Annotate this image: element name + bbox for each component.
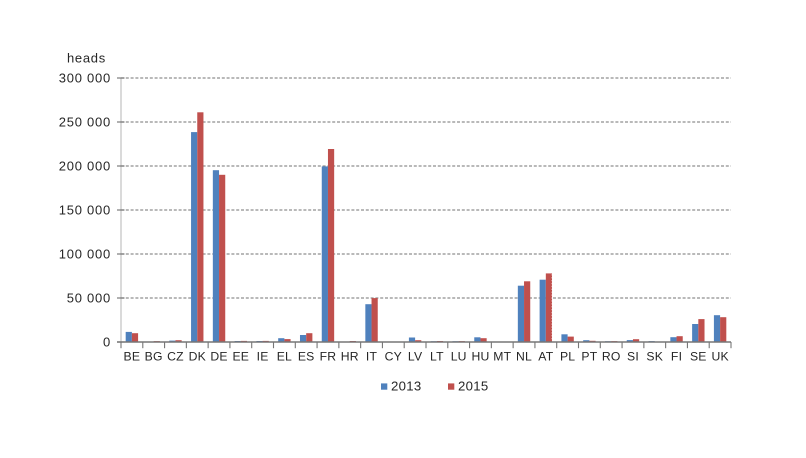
svg-text:LV: LV [408, 349, 423, 363]
svg-text:EE: EE [232, 349, 249, 363]
svg-text:0: 0 [103, 335, 111, 350]
svg-text:PL: PL [560, 349, 575, 363]
svg-text:BG: BG [145, 349, 163, 363]
svg-text:CZ: CZ [167, 349, 184, 363]
svg-text:LT: LT [430, 349, 444, 363]
svg-text:CY: CY [385, 349, 402, 363]
svg-text:EL: EL [277, 349, 292, 363]
svg-text:100 000: 100 000 [59, 247, 111, 262]
svg-text:BE: BE [124, 349, 141, 363]
svg-text:NL: NL [516, 349, 532, 363]
svg-text:2015: 2015 [458, 378, 489, 393]
svg-text:IT: IT [366, 349, 378, 363]
svg-text:IE: IE [257, 349, 269, 363]
svg-text:heads: heads [67, 51, 106, 66]
svg-text:HU: HU [471, 349, 489, 363]
svg-text:DK: DK [189, 349, 206, 363]
svg-text:DE: DE [210, 349, 227, 363]
svg-text:200 000: 200 000 [59, 159, 111, 174]
svg-text:FI: FI [671, 349, 682, 363]
svg-text:ES: ES [298, 349, 315, 363]
svg-text:AT: AT [538, 349, 553, 363]
svg-text:MT: MT [493, 349, 511, 363]
svg-text:FR: FR [320, 349, 337, 363]
svg-text:RO: RO [602, 349, 621, 363]
svg-text:LU: LU [451, 349, 467, 363]
svg-text:PT: PT [581, 349, 597, 363]
svg-text:SI: SI [627, 349, 639, 363]
svg-text:50 000: 50 000 [67, 291, 111, 306]
svg-text:250 000: 250 000 [59, 115, 111, 130]
svg-text:2013: 2013 [391, 378, 422, 393]
svg-text:SK: SK [646, 349, 663, 363]
svg-text:SE: SE [690, 349, 707, 363]
svg-text:HR: HR [341, 349, 359, 363]
svg-text:150 000: 150 000 [59, 203, 111, 218]
svg-text:300 000: 300 000 [59, 71, 111, 86]
svg-text:UK: UK [711, 349, 728, 363]
